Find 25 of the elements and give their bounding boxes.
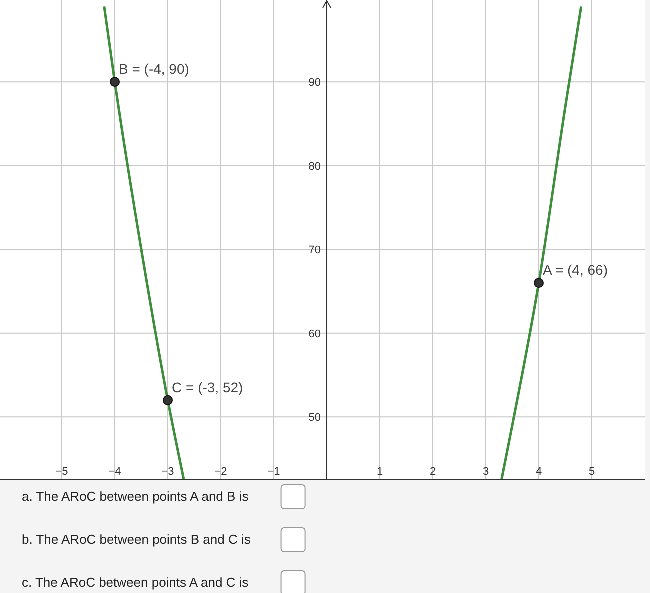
x-tick-label: −3 bbox=[162, 466, 174, 478]
y-tick-label: 60 bbox=[308, 328, 322, 340]
x-tick-label: 3 bbox=[482, 466, 490, 478]
point bbox=[110, 77, 120, 88]
y-tick-label: 90 bbox=[308, 77, 322, 90]
x-tick-label: 1 bbox=[376, 466, 384, 478]
x-tick-label: −2 bbox=[214, 466, 228, 478]
point bbox=[163, 395, 174, 406]
text: c. The ARoC between points A and C is bbox=[22, 575, 250, 590]
text: b. The ARoC between points B and C is bbox=[22, 532, 252, 547]
y-tick-label: 70 bbox=[308, 244, 322, 257]
point bbox=[534, 278, 544, 288]
x-tick-label: 5 bbox=[588, 466, 596, 478]
x-tick-label: −4 bbox=[108, 466, 122, 478]
x-tick-label: 2 bbox=[430, 466, 436, 478]
y-tick-label: 50 bbox=[308, 412, 322, 424]
x-tick-label: −5 bbox=[56, 466, 68, 478]
text: a. The ARoC between points A and B is bbox=[22, 489, 250, 504]
annotation: C = (-3, 52) bbox=[172, 379, 244, 396]
annotation: A = (4, 66) bbox=[543, 262, 608, 278]
x-tick-label: −1 bbox=[268, 466, 280, 478]
y-tick-label: 80 bbox=[308, 160, 322, 173]
line-series bbox=[500, 5, 583, 480]
annotation: B = (-4, 90) bbox=[119, 61, 190, 78]
x-tick-label: 4 bbox=[536, 466, 542, 478]
